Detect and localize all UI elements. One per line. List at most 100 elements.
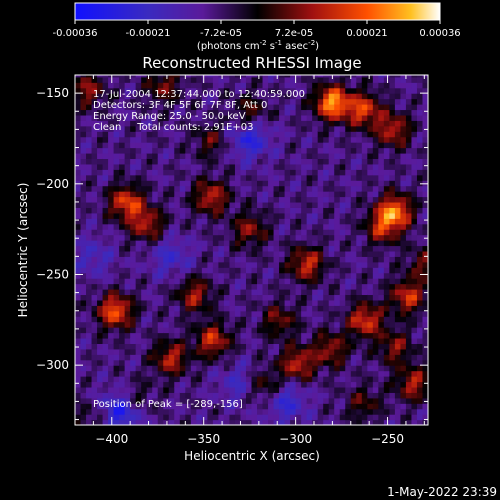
- heatmap-cell: [356, 109, 363, 116]
- heatmap-cell: [113, 180, 120, 187]
- heatmap-cell: [223, 305, 231, 312]
- heatmap-cell: [416, 419, 424, 425]
- heatmap-cell: [174, 327, 181, 334]
- heatmap-cell: [240, 229, 247, 236]
- heatmap-cell: [372, 152, 379, 160]
- heatmap-cell: [245, 337, 253, 344]
- heatmap-cell: [334, 321, 341, 328]
- heatmap-cell: [372, 75, 379, 78]
- heatmap-cell: [245, 376, 253, 383]
- heatmap-cell: [312, 98, 319, 105]
- heatmap-cell: [91, 212, 98, 219]
- heatmap-cell: [124, 403, 131, 410]
- heatmap-cell: [245, 201, 253, 208]
- heatmap-cell: [190, 381, 197, 388]
- heatmap-cell: [119, 261, 126, 268]
- heatmap-cell: [207, 305, 214, 312]
- heatmap-cell: [80, 250, 87, 257]
- heatmap-cell: [179, 223, 186, 230]
- heatmap-cell: [91, 337, 98, 344]
- heatmap-cell: [130, 414, 137, 421]
- heatmap-cell: [367, 109, 374, 116]
- heatmap-cell: [383, 392, 390, 399]
- heatmap-cell: [179, 87, 186, 94]
- heatmap-cell: [301, 76, 308, 83]
- heatmap-cell: [312, 229, 319, 236]
- heatmap-cell: [119, 218, 126, 225]
- heatmap-cell: [163, 169, 170, 176]
- heatmap-cell: [361, 419, 368, 425]
- heatmap-cell: [268, 354, 275, 361]
- heatmap-cell: [130, 419, 137, 425]
- heatmap-cell: [196, 98, 203, 105]
- heatmap-cell: [411, 397, 418, 404]
- heatmap-cell: [317, 261, 324, 268]
- heatmap-cell: [367, 267, 374, 274]
- heatmap-cell: [245, 98, 253, 105]
- heatmap-cell: [124, 158, 131, 165]
- heatmap-cell: [75, 408, 82, 415]
- heatmap-cell: [422, 403, 428, 410]
- heatmap-cell: [422, 234, 428, 241]
- heatmap-cell: [185, 332, 192, 339]
- heatmap-cell: [328, 136, 335, 143]
- heatmap-cell: [301, 408, 308, 415]
- heatmap-cell: [240, 174, 247, 181]
- heatmap-cell: [317, 354, 324, 361]
- heatmap-cell: [306, 75, 313, 78]
- heatmap-cell: [350, 185, 357, 192]
- heatmap-cell: [317, 98, 324, 105]
- heatmap-cell: [268, 414, 275, 421]
- heatmap-cell: [251, 87, 258, 94]
- heatmap-cell: [245, 261, 253, 268]
- heatmap-cell: [394, 310, 402, 317]
- heatmap-cell: [234, 337, 242, 344]
- heatmap-cell: [251, 419, 258, 425]
- heatmap-cell: [334, 299, 341, 306]
- heatmap-cell: [290, 76, 297, 83]
- heatmap-cell: [80, 212, 87, 219]
- heatmap-cell: [345, 299, 352, 306]
- heatmap-cell: [80, 196, 87, 203]
- heatmap-cell: [345, 327, 352, 334]
- heatmap-cell: [152, 201, 159, 208]
- heatmap-cell: [218, 158, 225, 165]
- heatmap-cell: [130, 348, 137, 355]
- heatmap-cell: [284, 158, 291, 165]
- heatmap-cell: [323, 76, 330, 83]
- heatmap-cell: [97, 343, 104, 350]
- heatmap-cell: [240, 131, 247, 138]
- heatmap-cell: [212, 321, 220, 328]
- heatmap-cell: [361, 142, 368, 149]
- heatmap-cell: [323, 256, 330, 263]
- heatmap-cell: [394, 174, 402, 181]
- heatmap-cell: [108, 142, 115, 149]
- heatmap-cell: [168, 278, 175, 285]
- heatmap-cell: [207, 212, 214, 219]
- heatmap-cell: [411, 158, 418, 165]
- heatmap-cell: [290, 196, 297, 203]
- heatmap-cell: [389, 229, 396, 236]
- heatmap-cell: [389, 125, 396, 132]
- heatmap-cell: [102, 414, 109, 421]
- heatmap-cell: [185, 376, 192, 383]
- heatmap-cell: [422, 299, 428, 306]
- heatmap-cell: [317, 191, 324, 198]
- heatmap-cell: [361, 185, 368, 192]
- heatmap-cell: [97, 104, 104, 111]
- heatmap-cell: [174, 234, 181, 241]
- heatmap-cell: [102, 343, 109, 350]
- heatmap-cell: [212, 169, 220, 176]
- heatmap-cell: [190, 365, 197, 372]
- heatmap-cell: [323, 87, 330, 94]
- heatmap-cell: [119, 147, 126, 154]
- heatmap-cell: [91, 163, 98, 170]
- heatmap-cell: [80, 327, 87, 334]
- heatmap-cell: [400, 414, 407, 421]
- heatmap-cell: [350, 125, 357, 132]
- heatmap-cell: [201, 147, 208, 154]
- heatmap-cell: [80, 234, 87, 241]
- heatmap-cell: [383, 261, 390, 268]
- heatmap-cell: [262, 93, 269, 100]
- heatmap-cell: [394, 76, 402, 83]
